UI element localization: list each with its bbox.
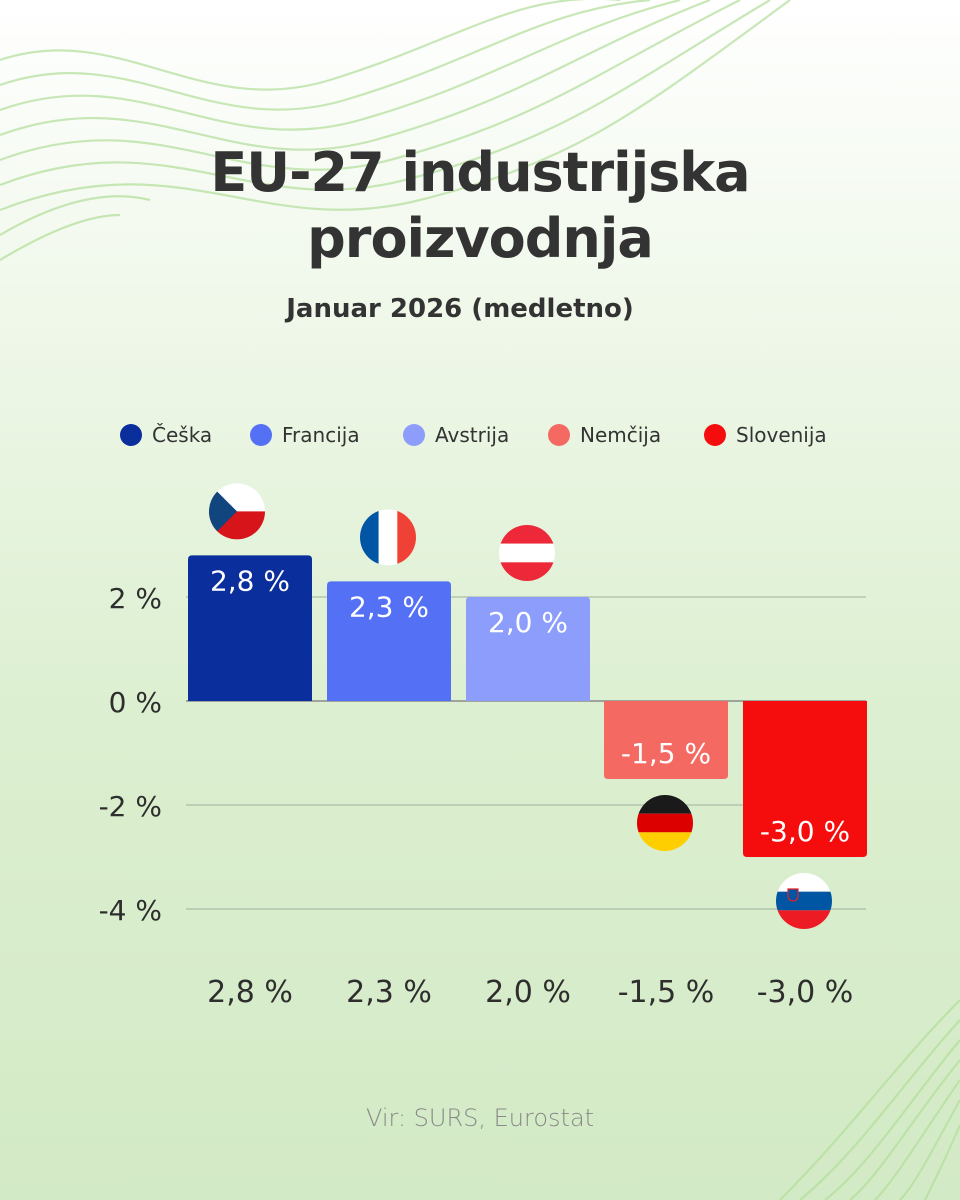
chart-subtitle: Januar 2026 (medletno): [286, 294, 634, 324]
bar-value-label: 2,0 %: [488, 606, 568, 639]
legend-item-nemcija: Nemčija: [548, 420, 661, 450]
legend-label-ceska: Češka: [152, 423, 213, 447]
legend-swatch-slovenija: [704, 424, 726, 446]
bar: [188, 555, 312, 701]
y-tick-label: -4 %: [99, 894, 162, 927]
legend-swatch-nemcija: [548, 424, 570, 446]
bar: [604, 701, 728, 779]
source-note: Vir: SURS, Eurostat: [365, 1104, 595, 1132]
france-flag-icon: [360, 509, 416, 566]
legend-label-slovenija: Slovenija: [736, 423, 827, 447]
x-category-value-label: 2,0 %: [485, 975, 571, 1010]
bar-value-label: -3,0 %: [760, 815, 850, 848]
bar-value-label: -1,5 %: [621, 737, 711, 770]
chart-title: EU-27 industrijska proizvodnja: [0, 140, 960, 272]
legend-swatch-avstrija: [403, 424, 425, 446]
y-tick-label: -2 %: [99, 790, 162, 823]
x-category-value-label: -1,5 %: [618, 975, 715, 1010]
x-category-value-label: -3,0 %: [757, 975, 854, 1010]
bar: [743, 701, 867, 857]
legend-item-avstrija: Avstrija: [403, 420, 509, 450]
austria-flag-icon: [499, 525, 555, 581]
x-category-value-label: 2,8 %: [207, 975, 293, 1010]
x-category-value-label: 2,3 %: [346, 975, 432, 1010]
bar: [466, 597, 590, 701]
germany-flag-icon: [637, 795, 693, 851]
legend-swatch-francija: [250, 424, 272, 446]
bar: [327, 581, 451, 701]
legend-label-nemcija: Nemčija: [580, 423, 662, 447]
czech-flag-icon: [209, 483, 265, 540]
legend-label-francija: Francija: [282, 423, 360, 447]
legend-item-slovenija: Slovenija: [704, 420, 827, 450]
y-tick-label: 2 %: [109, 582, 162, 615]
title-line-2: proizvodnja: [307, 207, 654, 270]
legend-item-ceska: Češka: [120, 420, 212, 450]
bar-value-label: 2,3 %: [349, 590, 429, 623]
legend-swatch-ceska: [120, 424, 142, 446]
legend-label-avstrija: Avstrija: [435, 423, 510, 447]
y-tick-label: 0 %: [109, 686, 162, 719]
bar-value-label: 2,8 %: [210, 564, 290, 597]
legend: Češka Francija Avstrija Nemčija Slovenij…: [0, 420, 960, 450]
title-line-1: EU-27 industrijska: [210, 141, 750, 204]
legend-item-francija: Francija: [250, 420, 360, 450]
slovenia-flag-icon: [776, 873, 832, 929]
